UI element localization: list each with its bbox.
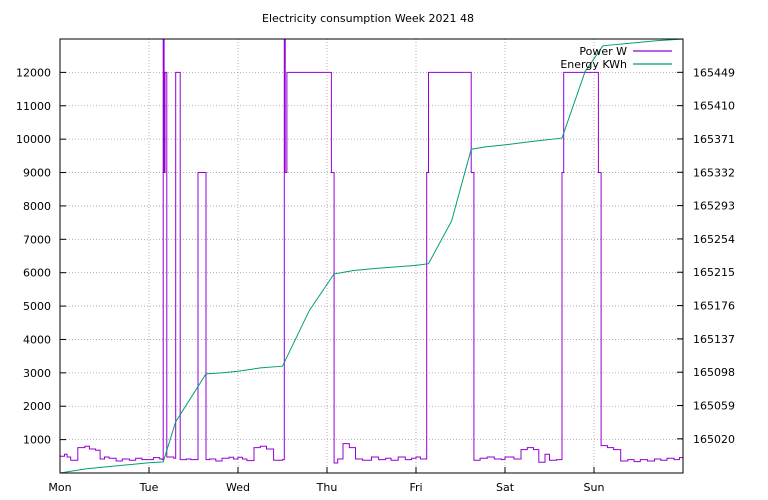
x-tick-label: Tue bbox=[139, 481, 159, 494]
y2-axis-ticks: 165020 165059 165098 165137 165176 165215 1652… bbox=[677, 66, 735, 446]
y-tick-label: 7000 bbox=[23, 233, 51, 246]
y2-tick-label: 165020 bbox=[693, 433, 735, 446]
y2-tick-label: 165254 bbox=[693, 233, 735, 246]
y-tick-label: 11000 bbox=[16, 100, 51, 113]
y-tick-label: 12000 bbox=[16, 66, 51, 79]
x-tick-label: Mon bbox=[48, 481, 71, 494]
y2-tick-label: 165371 bbox=[693, 133, 735, 146]
series-power-line bbox=[60, 39, 683, 464]
y2-tick-label: 165059 bbox=[693, 400, 735, 413]
y2-tick-label: 165215 bbox=[693, 266, 735, 279]
legend-label-energy: Energy KWh bbox=[560, 58, 627, 71]
y2-tick-label: 165449 bbox=[693, 66, 735, 79]
y2-tick-label: 165098 bbox=[693, 366, 735, 379]
y2-tick-label: 165137 bbox=[693, 333, 735, 346]
y-tick-label: 5000 bbox=[23, 300, 51, 313]
plot-frame bbox=[59, 38, 684, 474]
y-tick-label: 8000 bbox=[23, 200, 51, 213]
x-tick-label: Fri bbox=[409, 481, 422, 494]
y-tick-label: 1000 bbox=[23, 434, 51, 447]
series-energy-line bbox=[60, 39, 683, 473]
x-tick-label: Sat bbox=[496, 481, 515, 494]
x-tick-label: Sun bbox=[584, 481, 605, 494]
x-tick-label: Wed bbox=[226, 481, 250, 494]
y-tick-label: 4000 bbox=[23, 333, 51, 346]
y-tick-label: 9000 bbox=[23, 167, 51, 180]
y-axis-ticks: 1000 2000 3000 4000 5000 6000 7000 8000 9000 1000… bbox=[16, 66, 66, 447]
y-tick-label: 2000 bbox=[23, 400, 51, 413]
grid bbox=[60, 39, 683, 473]
y2-tick-label: 165293 bbox=[693, 200, 735, 213]
legend-label-power: Power W bbox=[579, 45, 627, 58]
y-tick-label: 10000 bbox=[16, 133, 51, 146]
plot-area bbox=[60, 39, 683, 473]
y2-tick-label: 165176 bbox=[693, 300, 735, 313]
y2-tick-label: 165410 bbox=[693, 100, 735, 113]
y-tick-label: 6000 bbox=[23, 267, 51, 280]
y-tick-label: 3000 bbox=[23, 367, 51, 380]
x-tick-label: Thu bbox=[316, 481, 338, 494]
legend: Power W Energy KWh bbox=[560, 45, 672, 71]
chart-title: Electricity consumption Week 2021 48 bbox=[262, 12, 474, 25]
y2-tick-label: 165332 bbox=[693, 166, 735, 179]
x-axis-ticks: Mon Tue Wed Thu Fri Sat Sun bbox=[48, 467, 604, 494]
